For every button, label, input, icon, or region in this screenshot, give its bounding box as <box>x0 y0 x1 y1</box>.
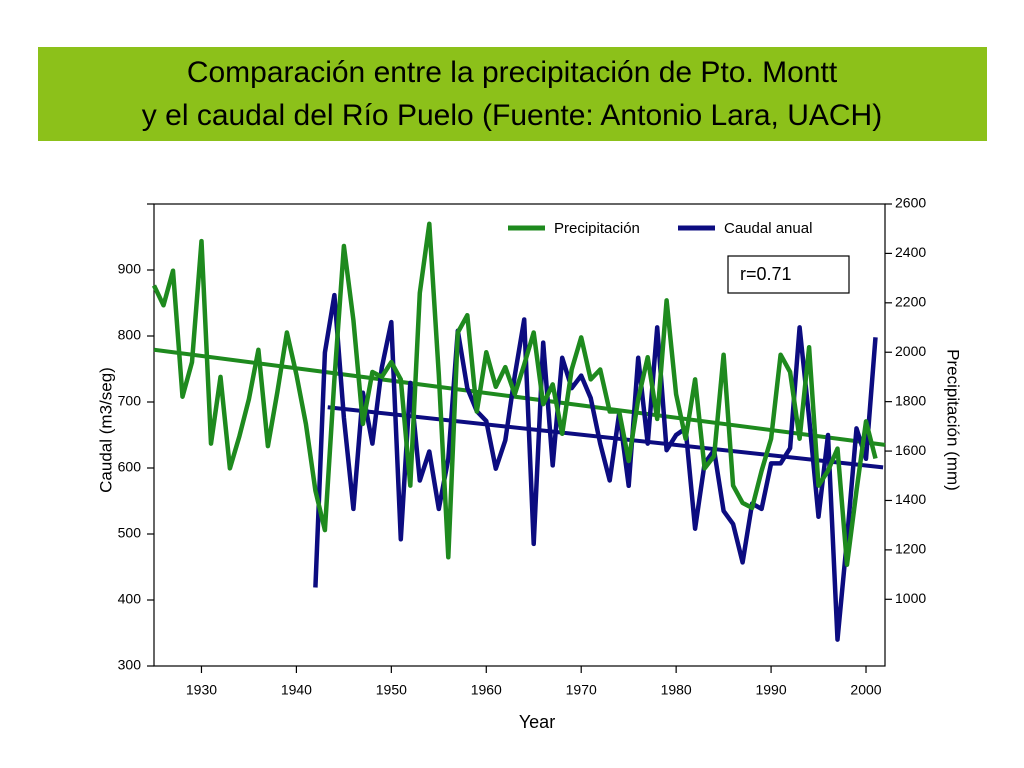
y-tick-label: 300 <box>118 657 142 673</box>
legend-label: Caudal anual <box>724 220 812 237</box>
y2-tick-label: 2600 <box>895 195 926 211</box>
chart-title: y el caudal del Río Puelo (Fuente: Anton… <box>142 99 882 132</box>
y2-tick-label: 2000 <box>895 343 926 359</box>
y-tick-label: 400 <box>118 591 142 607</box>
y-tick-label: 800 <box>118 327 142 343</box>
y-tick-label: 900 <box>118 261 142 277</box>
x-tick-label: 1930 <box>186 682 217 698</box>
series-line <box>313 292 878 642</box>
y-tick-label: 700 <box>118 393 142 409</box>
x-tick-label: 1970 <box>566 682 597 698</box>
y2-tick-label: 1000 <box>895 590 926 606</box>
annotation-box <box>727 255 850 294</box>
title-banner <box>38 47 987 141</box>
x-tick-label: 1980 <box>661 682 692 698</box>
x-tick-label: 1940 <box>281 682 312 698</box>
x-axis-label: Year <box>519 712 555 732</box>
y2-axis-label: Precipitación (mm) <box>944 349 963 491</box>
annotation: r=0.71 <box>740 264 792 284</box>
y-tick-label: 500 <box>118 525 142 541</box>
x-tick-label: 1950 <box>376 682 407 698</box>
series-line <box>151 221 878 567</box>
y2-tick-label: 1600 <box>895 442 926 458</box>
plot-frame <box>153 203 886 667</box>
y-axis-label: Caudal (m3/seg) <box>96 367 115 493</box>
trend-line <box>153 347 886 447</box>
y2-tick-label: 1400 <box>895 491 926 507</box>
x-tick-label: 2000 <box>850 682 881 698</box>
y2-tick-label: 1200 <box>895 541 926 557</box>
chart-title: Comparación entre la precipitación de Pt… <box>187 56 838 89</box>
legend-label: Precipitación <box>554 220 640 237</box>
y-tick-label: 600 <box>118 459 142 475</box>
y2-tick-label: 2400 <box>895 244 926 260</box>
x-tick-label: 1960 <box>471 682 502 698</box>
x-tick-label: 1990 <box>755 682 786 698</box>
y2-tick-label: 2200 <box>895 294 926 310</box>
trend-line <box>327 405 884 470</box>
y2-tick-label: 1800 <box>895 392 926 408</box>
